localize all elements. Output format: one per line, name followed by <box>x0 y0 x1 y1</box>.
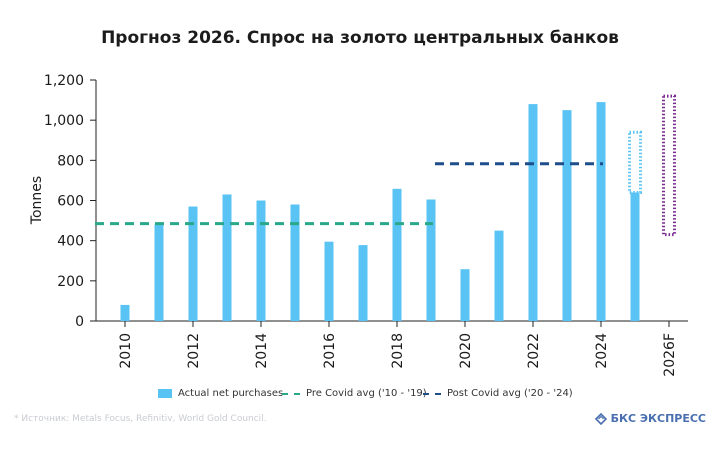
x-tick-label: 2010 <box>118 333 134 369</box>
y-tick-label: 400 <box>57 234 84 250</box>
range-boxes <box>628 94 676 237</box>
legend-swatch-pre-covid <box>282 392 300 395</box>
y-tick-label: 0 <box>75 314 84 330</box>
x-tick-label: 2016 <box>322 333 338 369</box>
y-axis-label: Tonnes <box>29 176 45 225</box>
bar-2016 <box>324 241 334 321</box>
bar-2012 <box>188 206 198 321</box>
bar-2020 <box>460 269 470 321</box>
bar-2014 <box>256 200 266 321</box>
x-axis: 2010 2012 2014 2016 2018 2020 2022 2024 2026F <box>96 320 688 377</box>
x-tick-label: 2018 <box>390 333 406 369</box>
x-tick-label: 2012 <box>186 333 202 369</box>
bars <box>120 102 640 321</box>
legend-label-pre-covid: Pre Covid avg ('10 - '19) <box>306 388 427 399</box>
bar-2015 <box>290 204 300 321</box>
x-tick-label: 2026F <box>662 333 678 377</box>
x-tick-label: 2022 <box>526 333 542 369</box>
brand-logo: БКС ЭКСПРЕСС <box>594 412 706 425</box>
chart-title: Прогноз 2026. Спрос на золото центральны… <box>101 28 619 48</box>
y-tick-label: 1,000 <box>44 113 84 129</box>
brand-icon <box>594 412 607 425</box>
x-tick-label: 2020 <box>458 333 474 369</box>
legend-item-post-covid: Post Covid avg ('20 - '24) <box>423 388 573 399</box>
bar-2019 <box>426 199 436 321</box>
reference-lines <box>95 162 603 226</box>
x-tick-label: 2024 <box>594 333 610 369</box>
bar-2011 <box>154 224 164 321</box>
brand-name: БКС ЭКСПРЕСС <box>610 412 706 425</box>
bar-2018 <box>392 188 402 321</box>
range-box-2025 <box>628 130 642 194</box>
y-tick-label: 600 <box>57 194 84 210</box>
legend-item-actual: Actual net purchases <box>158 388 283 399</box>
bar-2024 <box>596 102 606 321</box>
bar-2023 <box>562 110 572 321</box>
legend-label-actual: Actual net purchases <box>178 388 284 399</box>
range-box-2026F <box>662 94 676 237</box>
y-tick-label: 200 <box>57 274 84 290</box>
y-tick-label: 800 <box>57 153 84 169</box>
source-note: * Источник: Metals Focus, Refinitiv, Wor… <box>14 414 267 424</box>
bar-2010 <box>120 304 130 321</box>
x-tick-label: 2014 <box>254 333 270 369</box>
y-tick-label: 1,200 <box>44 73 84 89</box>
legend-swatch-post-covid <box>423 392 441 395</box>
bar-2021 <box>494 230 504 321</box>
y-axis: 0 200 400 600 800 1,000 1,200 <box>44 73 97 330</box>
bar-2013 <box>222 194 232 321</box>
legend-item-pre-covid: Pre Covid avg ('10 - '19) <box>282 388 427 399</box>
bar-2017 <box>358 245 368 321</box>
legend-swatch-actual <box>158 389 172 398</box>
legend-label-post-covid: Post Covid avg ('20 - '24) <box>447 388 573 399</box>
bar-2025 <box>630 192 640 321</box>
bar-2022 <box>528 104 538 321</box>
